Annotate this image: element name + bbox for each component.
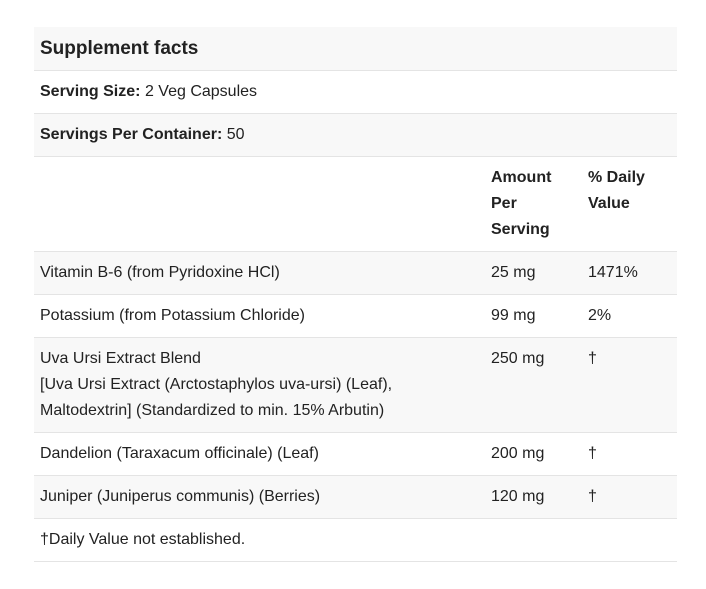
facts-table: Supplement facts Serving Size: 2 Veg Cap… <box>34 27 677 562</box>
nutrient-cell: Potassium (from Potassium Chloride) <box>34 294 485 338</box>
nutrient-cell: Dandelion (Taraxacum officinale) (Leaf) <box>34 432 485 476</box>
amount: 250 mg <box>485 337 582 433</box>
daily-value: † <box>582 475 677 519</box>
serving-size-label: Serving Size: <box>40 83 141 100</box>
daily-value: † <box>582 432 677 476</box>
nutrient-name: Dandelion (Taraxacum officinale) (Leaf) <box>40 445 319 462</box>
header-row: Amount Per Serving % Daily Value <box>34 156 677 252</box>
daily-value: 2% <box>582 294 677 338</box>
servings-label: Servings Per Container: <box>40 126 223 143</box>
nutrient-name: Juniper (Juniperus communis) (Berries) <box>40 488 321 505</box>
title-row: Supplement facts <box>34 27 677 71</box>
nutrient-row: Uva Ursi Extract Blend [Uva Ursi Extract … <box>34 337 677 433</box>
header-cell: Amount Per Serving <box>485 156 582 252</box>
nutrient-name: Potassium (from Potassium Chloride) <box>40 307 305 324</box>
servings-value: 50 <box>226 126 245 143</box>
header-cell <box>34 156 485 252</box>
nutrient-name: Uva Ursi Extract Blend <box>40 350 201 367</box>
nutrient-row: Vitamin B-6 (from Pyridoxine HCl) 25 mg 14… <box>34 251 677 295</box>
nutrient-row: Potassium (from Potassium Chloride) 99 mg… <box>34 294 677 338</box>
supplement-facts: Supplement facts Serving Size: 2 Veg Cap… <box>34 27 677 562</box>
title: Supplement facts <box>34 27 677 71</box>
serving-size-row: Serving Size: 2 Veg Capsules <box>34 70 677 114</box>
table-body: Supplement facts Serving Size: 2 Veg Cap… <box>34 27 677 562</box>
amount: 25 mg <box>485 251 582 295</box>
nutrient-name: Vitamin B-6 (from Pyridoxine HCl) <box>40 264 280 281</box>
nutrient-cell: Juniper (Juniperus communis) (Berries) <box>34 475 485 519</box>
daily-value-header: % Daily Value <box>588 169 645 212</box>
servings-row: Servings Per Container: 50 <box>34 113 677 157</box>
servings: Servings Per Container: 50 <box>34 113 677 157</box>
amount: 99 mg <box>485 294 582 338</box>
footnote: †Daily Value not established. <box>34 518 677 562</box>
nutrient-cell: Uva Ursi Extract Blend [Uva Ursi Extract … <box>34 337 485 433</box>
header-cell: % Daily Value <box>582 156 677 252</box>
amount: 200 mg <box>485 432 582 476</box>
nutrient-row: Dandelion (Taraxacum officinale) (Leaf) 2… <box>34 432 677 476</box>
nutrient-detail: [Uva Ursi Extract (Arctostaphylos uva-ur… <box>40 376 393 419</box>
nutrient-row: Juniper (Juniperus communis) (Berries) 12… <box>34 475 677 519</box>
amount: 120 mg <box>485 475 582 519</box>
amount-header: Amount Per Serving <box>491 169 552 238</box>
serving-size: Serving Size: 2 Veg Capsules <box>34 70 677 114</box>
daily-value: 1471% <box>582 251 677 295</box>
footnote-row: †Daily Value not established. <box>34 518 677 562</box>
serving-size-value: 2 Veg Capsules <box>144 83 258 100</box>
nutrient-cell: Vitamin B-6 (from Pyridoxine HCl) <box>34 251 485 295</box>
daily-value: † <box>582 337 677 433</box>
